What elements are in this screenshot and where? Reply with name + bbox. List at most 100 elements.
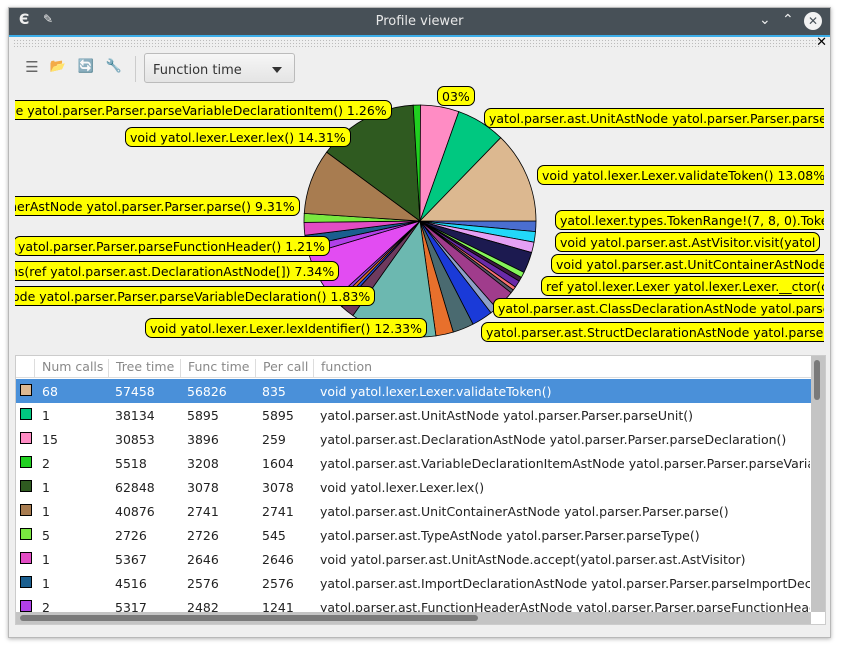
cell-num-calls: 1 [42, 504, 50, 519]
cell-func-time: 3896 [187, 432, 219, 447]
table-row[interactable]: 1 40876 2741 2741 yatol.parser.ast.UnitC… [16, 499, 811, 523]
color-swatch [20, 576, 32, 588]
cell-per-call: 2741 [262, 504, 294, 519]
table-row[interactable]: 1 62848 3078 3078 void yatol.lexer.Lexer… [16, 475, 811, 499]
cell-func-time: 2646 [187, 552, 219, 567]
pie-label: void yatol.lexer.Lexer.lexIdentifier() 1… [145, 318, 428, 338]
window-title: Profile viewer [375, 14, 464, 29]
header-per-call[interactable]: Per call [255, 359, 313, 377]
dock-handle[interactable] [13, 39, 820, 47]
pie-label: void yatol.parser.ast.UnitContainerAstNo… [551, 254, 824, 274]
cell-num-calls: 1 [42, 552, 50, 567]
header-num-calls[interactable]: Num calls [34, 359, 108, 377]
cell-tree-time: 5367 [115, 552, 147, 567]
color-swatch [20, 456, 32, 468]
cell-num-calls: 1 [42, 576, 50, 591]
cell-func-time: 3208 [187, 456, 219, 471]
pie-label: ode yatol.parser.Parser.parseVariableDec… [15, 100, 392, 120]
pie-label: yatol.parser.Parser.parseFunctionHeader(… [15, 236, 330, 256]
cell-tree-time: 38134 [115, 408, 155, 423]
color-swatch [20, 552, 32, 564]
cell-num-calls: 2 [42, 600, 50, 615]
pie-label: ns(ref yatol.parser.ast.DeclarationAstNo… [15, 261, 340, 281]
cell-per-call: 835 [262, 384, 286, 399]
cell-function: yatol.parser.ast.TypeAstNode yatol.parse… [320, 528, 700, 543]
close-circle-icon[interactable]: ✕ [804, 12, 822, 30]
pie-label: void yatol.parser.ast.AstVisitor.visit(y… [555, 232, 821, 252]
cell-per-call: 2646 [262, 552, 294, 567]
cell-function: yatol.parser.ast.UnitContainerAstNode ya… [320, 504, 729, 519]
new-document-icon[interactable]: ☰ [25, 58, 39, 76]
chevron-up-icon[interactable]: ⌃ [782, 12, 794, 28]
cell-function: void yatol.lexer.Lexer.lex() [320, 480, 485, 495]
chevron-down-icon[interactable]: ⌄ [759, 12, 771, 28]
dropdown-arrow-icon [272, 67, 282, 73]
table-row[interactable]: 15 30853 3896 259 yatol.parser.ast.Decla… [16, 427, 811, 451]
cell-function: yatol.parser.ast.DeclarationAstNode yato… [320, 432, 787, 447]
dock-close-button[interactable]: ✕ [816, 35, 827, 50]
cell-per-call: 5895 [262, 408, 294, 423]
pie-chart [303, 104, 537, 338]
app-logo-icon[interactable]: Є [19, 12, 30, 28]
functions-table: Num calls Tree time Func time Per call f… [15, 355, 826, 625]
pie-slice[interactable] [419, 137, 537, 222]
cell-per-call: 3078 [262, 480, 294, 495]
cell-num-calls: 1 [42, 480, 50, 495]
horizontal-scroll-thumb[interactable] [20, 615, 478, 621]
header-func-time[interactable]: Func time [180, 359, 255, 377]
table-row[interactable]: 2 5518 3208 1604 yatol.parser.ast.Variab… [16, 451, 811, 475]
table-row[interactable]: 68 57458 56826 835 void yatol.lexer.Lexe… [16, 379, 811, 403]
settings-wrench-icon[interactable]: 🔧 [105, 59, 123, 74]
table-row[interactable]: 1 38134 5895 5895 yatol.parser.ast.UnitA… [16, 403, 811, 427]
toolbar: ☰ 📂 🔄 🔧 Function time [19, 52, 319, 84]
table-row[interactable]: 1 4516 2576 2576 yatol.parser.ast.Import… [16, 571, 811, 595]
cell-function: yatol.parser.ast.UnitAstNode yatol.parse… [320, 408, 694, 423]
refresh-icon[interactable]: 🔄 [77, 59, 95, 74]
color-swatch [20, 504, 32, 516]
pin-icon[interactable]: ✎ [43, 12, 54, 26]
pie-label: void yatol.lexer.Lexer.validateToken() 1… [537, 165, 824, 185]
cell-num-calls: 15 [42, 432, 58, 447]
color-swatch [20, 528, 32, 540]
color-swatch [20, 408, 32, 420]
header-tree-time[interactable]: Tree time [108, 359, 180, 377]
cell-function: void yatol.parser.ast.UnitAstNode.accept… [320, 552, 746, 567]
pie-label: yatol.parser.ast.ClassDeclarationAstNode… [493, 298, 824, 318]
cell-tree-time: 5317 [115, 600, 147, 615]
pie-chart-area: ode yatol.parser.Parser.parseVariableDec… [15, 86, 824, 344]
cell-tree-time: 40876 [115, 504, 155, 519]
metric-select-value: Function time [153, 63, 242, 78]
metric-select[interactable]: Function time [144, 53, 295, 83]
cell-func-time: 5895 [187, 408, 219, 423]
table-row[interactable]: 2 5317 2482 1241 yatol.parser.ast.Functi… [16, 595, 811, 619]
cell-tree-time: 5518 [115, 456, 147, 471]
color-swatch [20, 384, 32, 396]
title-bar[interactable]: Є ✎ Profile viewer ⌄ ⌃ ✕ [9, 8, 830, 37]
cell-per-call: 1241 [262, 600, 294, 615]
cell-tree-time: 4516 [115, 576, 147, 591]
color-swatch [20, 432, 32, 444]
cell-func-time: 56826 [187, 384, 227, 399]
cell-per-call: 259 [262, 432, 286, 447]
cell-tree-time: 57458 [115, 384, 155, 399]
table-row[interactable]: 5 2726 2726 545 yatol.parser.ast.TypeAst… [16, 523, 811, 547]
cell-func-time: 2741 [187, 504, 219, 519]
horizontal-scrollbar[interactable] [16, 612, 811, 624]
pie-label: yatol.lexer.types.TokenRange!(7, 8, 0).T… [555, 210, 824, 230]
vertical-scroll-thumb[interactable] [814, 360, 820, 400]
cell-tree-time: 2726 [115, 528, 147, 543]
cell-function: void yatol.lexer.Lexer.validateToken() [320, 384, 552, 399]
toolbar-separator [135, 56, 136, 82]
table-row[interactable]: 1 5367 2646 2646 void yatol.parser.ast.U… [16, 547, 811, 571]
pie-label: ref yatol.lexer.Lexer yatol.lexer.Lexer.… [541, 276, 824, 296]
cell-func-time: 2482 [187, 600, 219, 615]
cell-tree-time: 30853 [115, 432, 155, 447]
vertical-scrollbar[interactable] [811, 356, 825, 612]
cell-func-time: 2576 [187, 576, 219, 591]
pie-label: ainerAstNode yatol.parser.Parser.parse()… [15, 196, 300, 216]
header-function[interactable]: function [313, 359, 811, 377]
open-folder-icon[interactable]: 📂 [49, 59, 67, 74]
pie-label: yatol.parser.ast.UnitAstNode yatol.parse… [484, 108, 824, 128]
cell-function: yatol.parser.ast.VariableDeclarationItem… [320, 456, 810, 471]
cell-function: yatol.parser.ast.ImportDeclarationAstNod… [320, 576, 810, 591]
